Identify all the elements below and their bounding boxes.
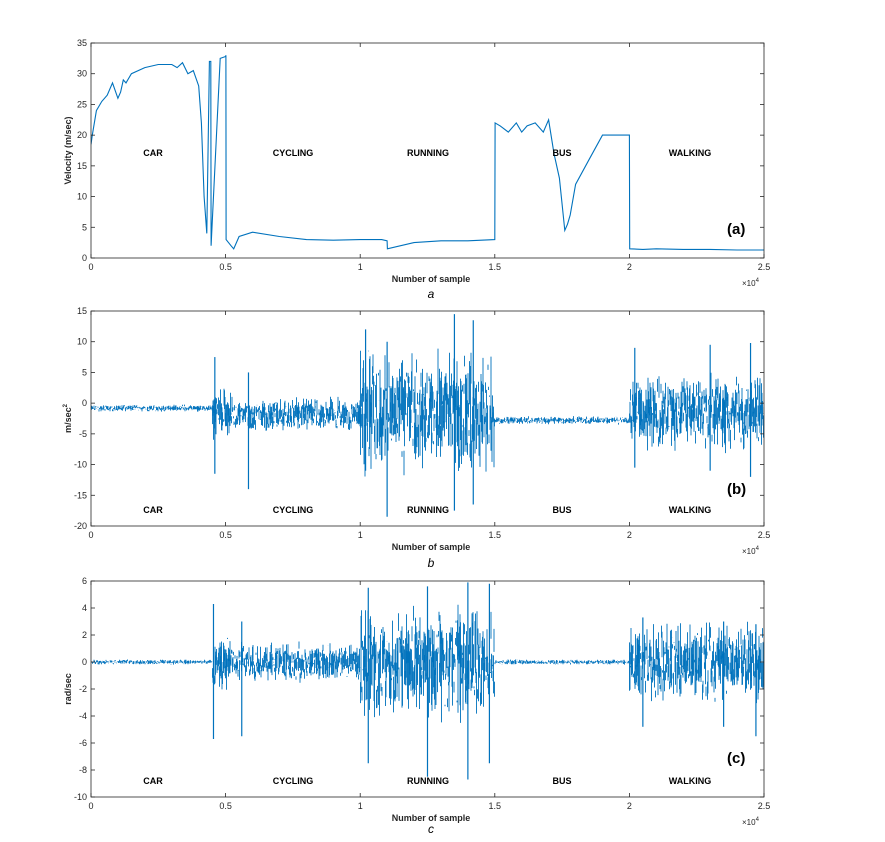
mode-label-car: CAR bbox=[143, 505, 163, 515]
y-tick-label: 0 bbox=[82, 398, 87, 408]
plot-area bbox=[91, 43, 764, 258]
y-axis-title: Velocity (m/sec) bbox=[63, 116, 73, 184]
y-tick-label: 15 bbox=[77, 161, 87, 171]
panel-a: 0 0.5 1 1.5 2 2.5 0 5 10 15 20 25 30 35 ×104 Number of … bbox=[63, 38, 770, 301]
x-tick-label: 2.5 bbox=[758, 530, 771, 540]
mode-label-car: CAR bbox=[143, 148, 163, 158]
series-trace bbox=[91, 314, 764, 517]
y-tick-label: -10 bbox=[74, 792, 87, 802]
mode-label-walking: WALKING bbox=[669, 148, 712, 158]
panel-tag: (c) bbox=[727, 750, 745, 767]
mode-label-car: CAR bbox=[143, 776, 163, 786]
x-tick-label: 1.5 bbox=[489, 801, 502, 811]
axes-frame bbox=[90, 42, 765, 259]
mode-label-running: RUNNING bbox=[407, 148, 449, 158]
x-tick-label: 2.5 bbox=[758, 801, 771, 811]
y-tick-label: 10 bbox=[77, 337, 87, 347]
y-tick-label: 0 bbox=[82, 657, 87, 667]
x-tick-label: 2 bbox=[627, 262, 632, 272]
x-tick-label: 1.5 bbox=[489, 530, 502, 540]
y-axis-title: m/sec2 bbox=[63, 403, 73, 433]
panel-caption: c bbox=[428, 822, 434, 836]
y-tick-label: 5 bbox=[82, 367, 87, 377]
x-exponent-label: ×104 bbox=[742, 817, 760, 827]
y-tick-label: 20 bbox=[77, 130, 87, 140]
mode-label-walking: WALKING bbox=[669, 776, 712, 786]
y-tick-label: 10 bbox=[77, 192, 87, 202]
panel-caption: b bbox=[428, 556, 435, 570]
x-tick-label: 1 bbox=[358, 530, 363, 540]
mode-label-cycling: CYCLING bbox=[273, 776, 314, 786]
x-tick-label: 2 bbox=[627, 801, 632, 811]
x-axis-title: Number of sample bbox=[392, 813, 471, 823]
y-tick-label: 5 bbox=[82, 222, 87, 232]
x-tick-label: 0.5 bbox=[219, 262, 232, 272]
mode-label-walking: WALKING bbox=[669, 505, 712, 515]
y-axis-title: rad/sec bbox=[63, 673, 73, 705]
y-tick-label: -10 bbox=[74, 460, 87, 470]
x-axis-title: Number of sample bbox=[392, 542, 471, 552]
y-tick-label: 6 bbox=[82, 576, 87, 586]
y-tick-label: 4 bbox=[82, 603, 87, 613]
series-trace bbox=[91, 55, 764, 251]
y-tick-label: 30 bbox=[77, 69, 87, 79]
y-tick-label: 0 bbox=[82, 253, 87, 263]
x-tick-label: 2 bbox=[627, 530, 632, 540]
x-tick-label: 0 bbox=[88, 801, 93, 811]
y-tick-label: -4 bbox=[79, 711, 87, 721]
mode-label-cycling: CYCLING bbox=[273, 505, 314, 515]
panel-caption: a bbox=[428, 287, 435, 301]
mode-label-running: RUNNING bbox=[407, 505, 449, 515]
y-tick-label: -5 bbox=[79, 429, 87, 439]
y-tick-label: 35 bbox=[77, 38, 87, 48]
x-exponent-label: ×104 bbox=[742, 278, 760, 288]
x-tick-label: 2.5 bbox=[758, 262, 771, 272]
series-trace bbox=[91, 582, 764, 780]
mode-label-bus: BUS bbox=[552, 505, 571, 515]
mode-label-bus: BUS bbox=[552, 776, 571, 786]
mode-label-cycling: CYCLING bbox=[273, 148, 314, 158]
axes-frame bbox=[90, 310, 765, 527]
y-tick-label: -8 bbox=[79, 765, 87, 775]
mode-label-running: RUNNING bbox=[407, 776, 449, 786]
y-tick-label: -15 bbox=[74, 490, 87, 500]
panel-tag: (a) bbox=[727, 221, 745, 238]
x-exponent-label: ×104 bbox=[742, 546, 760, 556]
mode-label-bus: BUS bbox=[552, 148, 571, 158]
panel-b: 0 0.5 1 1.5 2 2.5 -20 -15 -10 -5 0 5 10 15 ×104 Number … bbox=[63, 306, 770, 570]
x-tick-label: 1.5 bbox=[489, 262, 502, 272]
y-tick-label: -6 bbox=[79, 738, 87, 748]
x-axis-title: Number of sample bbox=[392, 274, 471, 284]
x-tick-label: 1 bbox=[358, 262, 363, 272]
y-tick-label: -2 bbox=[79, 684, 87, 694]
y-tick-label: -20 bbox=[74, 521, 87, 531]
y-tick-label: 15 bbox=[77, 306, 87, 316]
y-tick-label: 25 bbox=[77, 99, 87, 109]
panel-tag: (b) bbox=[727, 481, 746, 498]
velocity-line bbox=[91, 55, 764, 251]
signal-envelope bbox=[91, 348, 764, 477]
signal-envelope bbox=[91, 604, 764, 723]
x-tick-label: 0.5 bbox=[219, 801, 232, 811]
x-tick-label: 0.5 bbox=[219, 530, 232, 540]
x-tick-label: 0 bbox=[88, 262, 93, 272]
x-tick-label: 0 bbox=[88, 530, 93, 540]
panel-c: 0 0.5 1 1.5 2 2.5 -10 -8 -6 -4 -2 0 2 4 6 ×104 Number of… bbox=[63, 576, 770, 836]
x-tick-label: 1 bbox=[358, 801, 363, 811]
y-tick-label: 2 bbox=[82, 630, 87, 640]
